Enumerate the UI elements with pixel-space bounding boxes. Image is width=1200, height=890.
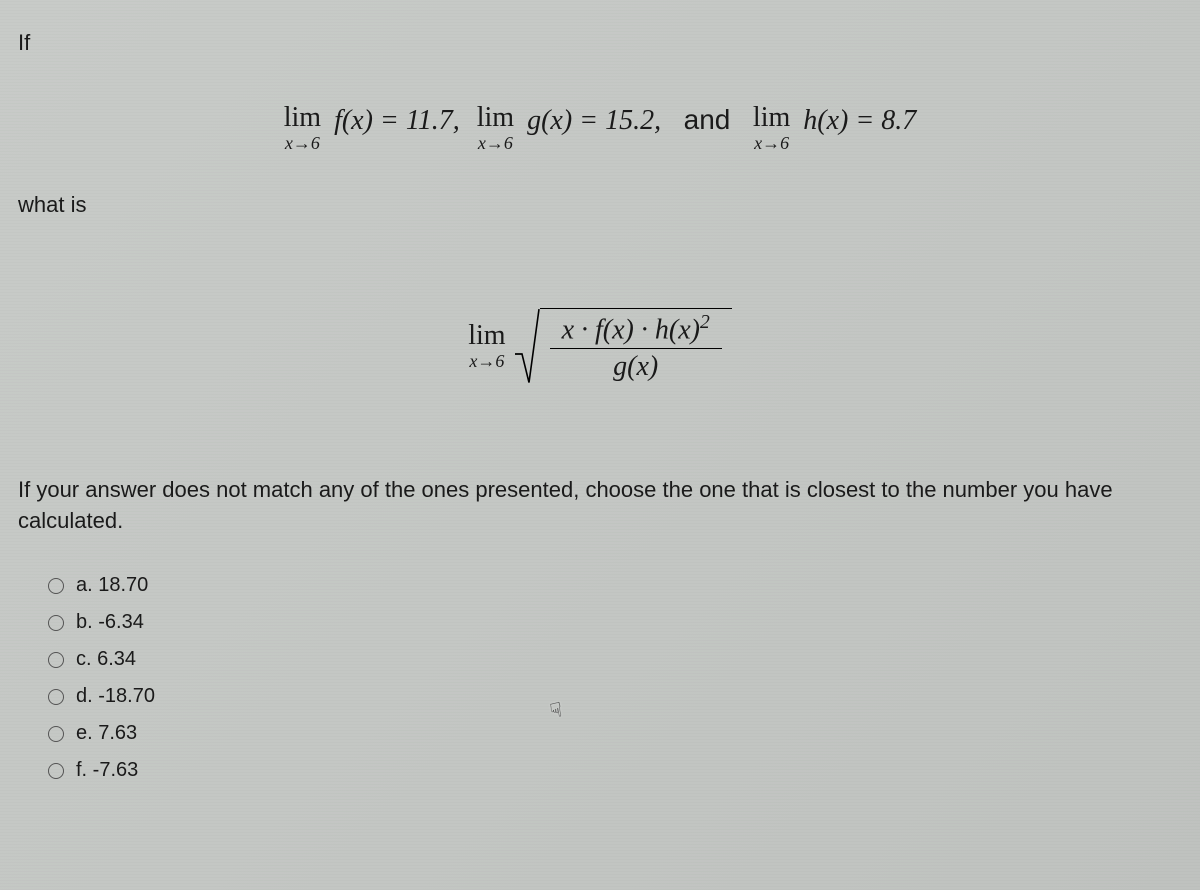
answer-option[interactable]: c. 6.34 <box>48 648 1182 671</box>
radio-icon[interactable] <box>48 726 64 742</box>
fraction: x · f(x) · h(x)2 g(x) <box>550 313 722 381</box>
radio-icon[interactable] <box>48 578 64 594</box>
answer-option[interactable]: d. -18.70 <box>48 685 1182 708</box>
radio-icon[interactable] <box>48 763 64 779</box>
limit-expression: lim x→6 x · f(x) · h(x)2 g(x) <box>468 308 732 385</box>
lim3-top: lim <box>753 104 790 132</box>
given-limits: lim x→6 f(x) = 11.7, lim x→6 g(x) = 15.2… <box>18 104 1182 152</box>
lim3: lim x→6 <box>753 104 790 152</box>
square-root: x · f(x) · h(x)2 g(x) <box>514 308 732 385</box>
answer-label: d. -18.70 <box>76 685 155 708</box>
answer-label: c. 6.34 <box>76 648 136 671</box>
lim1-sub: x→6 <box>284 134 321 152</box>
instruction-note: If your answer does not match any of the… <box>18 475 1178 537</box>
radicand: x · f(x) · h(x)2 g(x) <box>540 308 732 385</box>
numerator-exp: 2 <box>700 312 710 333</box>
expression-wrap: lim x→6 x · f(x) · h(x)2 g(x) <box>18 308 1182 385</box>
lim3-sub: x→6 <box>753 134 790 152</box>
radio-icon[interactable] <box>48 689 64 705</box>
lim3-fn: h(x) = 8.7 <box>803 105 916 136</box>
numerator-text: x · f(x) · h(x) <box>562 314 700 345</box>
lim2-fn: g(x) = 15.2, <box>527 105 661 136</box>
expr-lim: lim x→6 <box>468 322 505 370</box>
answer-label: b. -6.34 <box>76 611 144 634</box>
answer-label: f. -7.63 <box>76 759 138 782</box>
answer-option[interactable]: f. -7.63 <box>48 759 1182 782</box>
lim2-top: lim <box>477 104 514 132</box>
answer-option[interactable]: e. 7.63 <box>48 722 1182 745</box>
numerator: x · f(x) · h(x)2 <box>550 313 722 348</box>
answer-option[interactable]: b. -6.34 <box>48 611 1182 634</box>
lim2-sub: x→6 <box>477 134 514 152</box>
intro-if: If <box>18 30 1182 56</box>
lim1-top: lim <box>284 104 321 132</box>
and-word: and <box>668 104 746 135</box>
what-is: what is <box>18 192 1182 218</box>
denominator: g(x) <box>550 349 722 381</box>
expr-lim-sub: x→6 <box>468 352 505 370</box>
answer-list: a. 18.70 b. -6.34 c. 6.34 d. -18.70 e. 7.63 f… <box>18 574 1182 782</box>
lim1: lim x→6 <box>284 104 321 152</box>
answer-option[interactable]: a. 18.70 <box>48 574 1182 597</box>
lim1-fn: f(x) = 11.7, <box>334 105 460 136</box>
radio-icon[interactable] <box>48 652 64 668</box>
answer-label: e. 7.63 <box>76 722 137 745</box>
lim2: lim x→6 <box>477 104 514 152</box>
answer-label: a. 18.70 <box>76 574 148 597</box>
radio-icon[interactable] <box>48 615 64 631</box>
radical-icon <box>514 308 540 385</box>
expr-lim-top: lim <box>468 322 505 350</box>
